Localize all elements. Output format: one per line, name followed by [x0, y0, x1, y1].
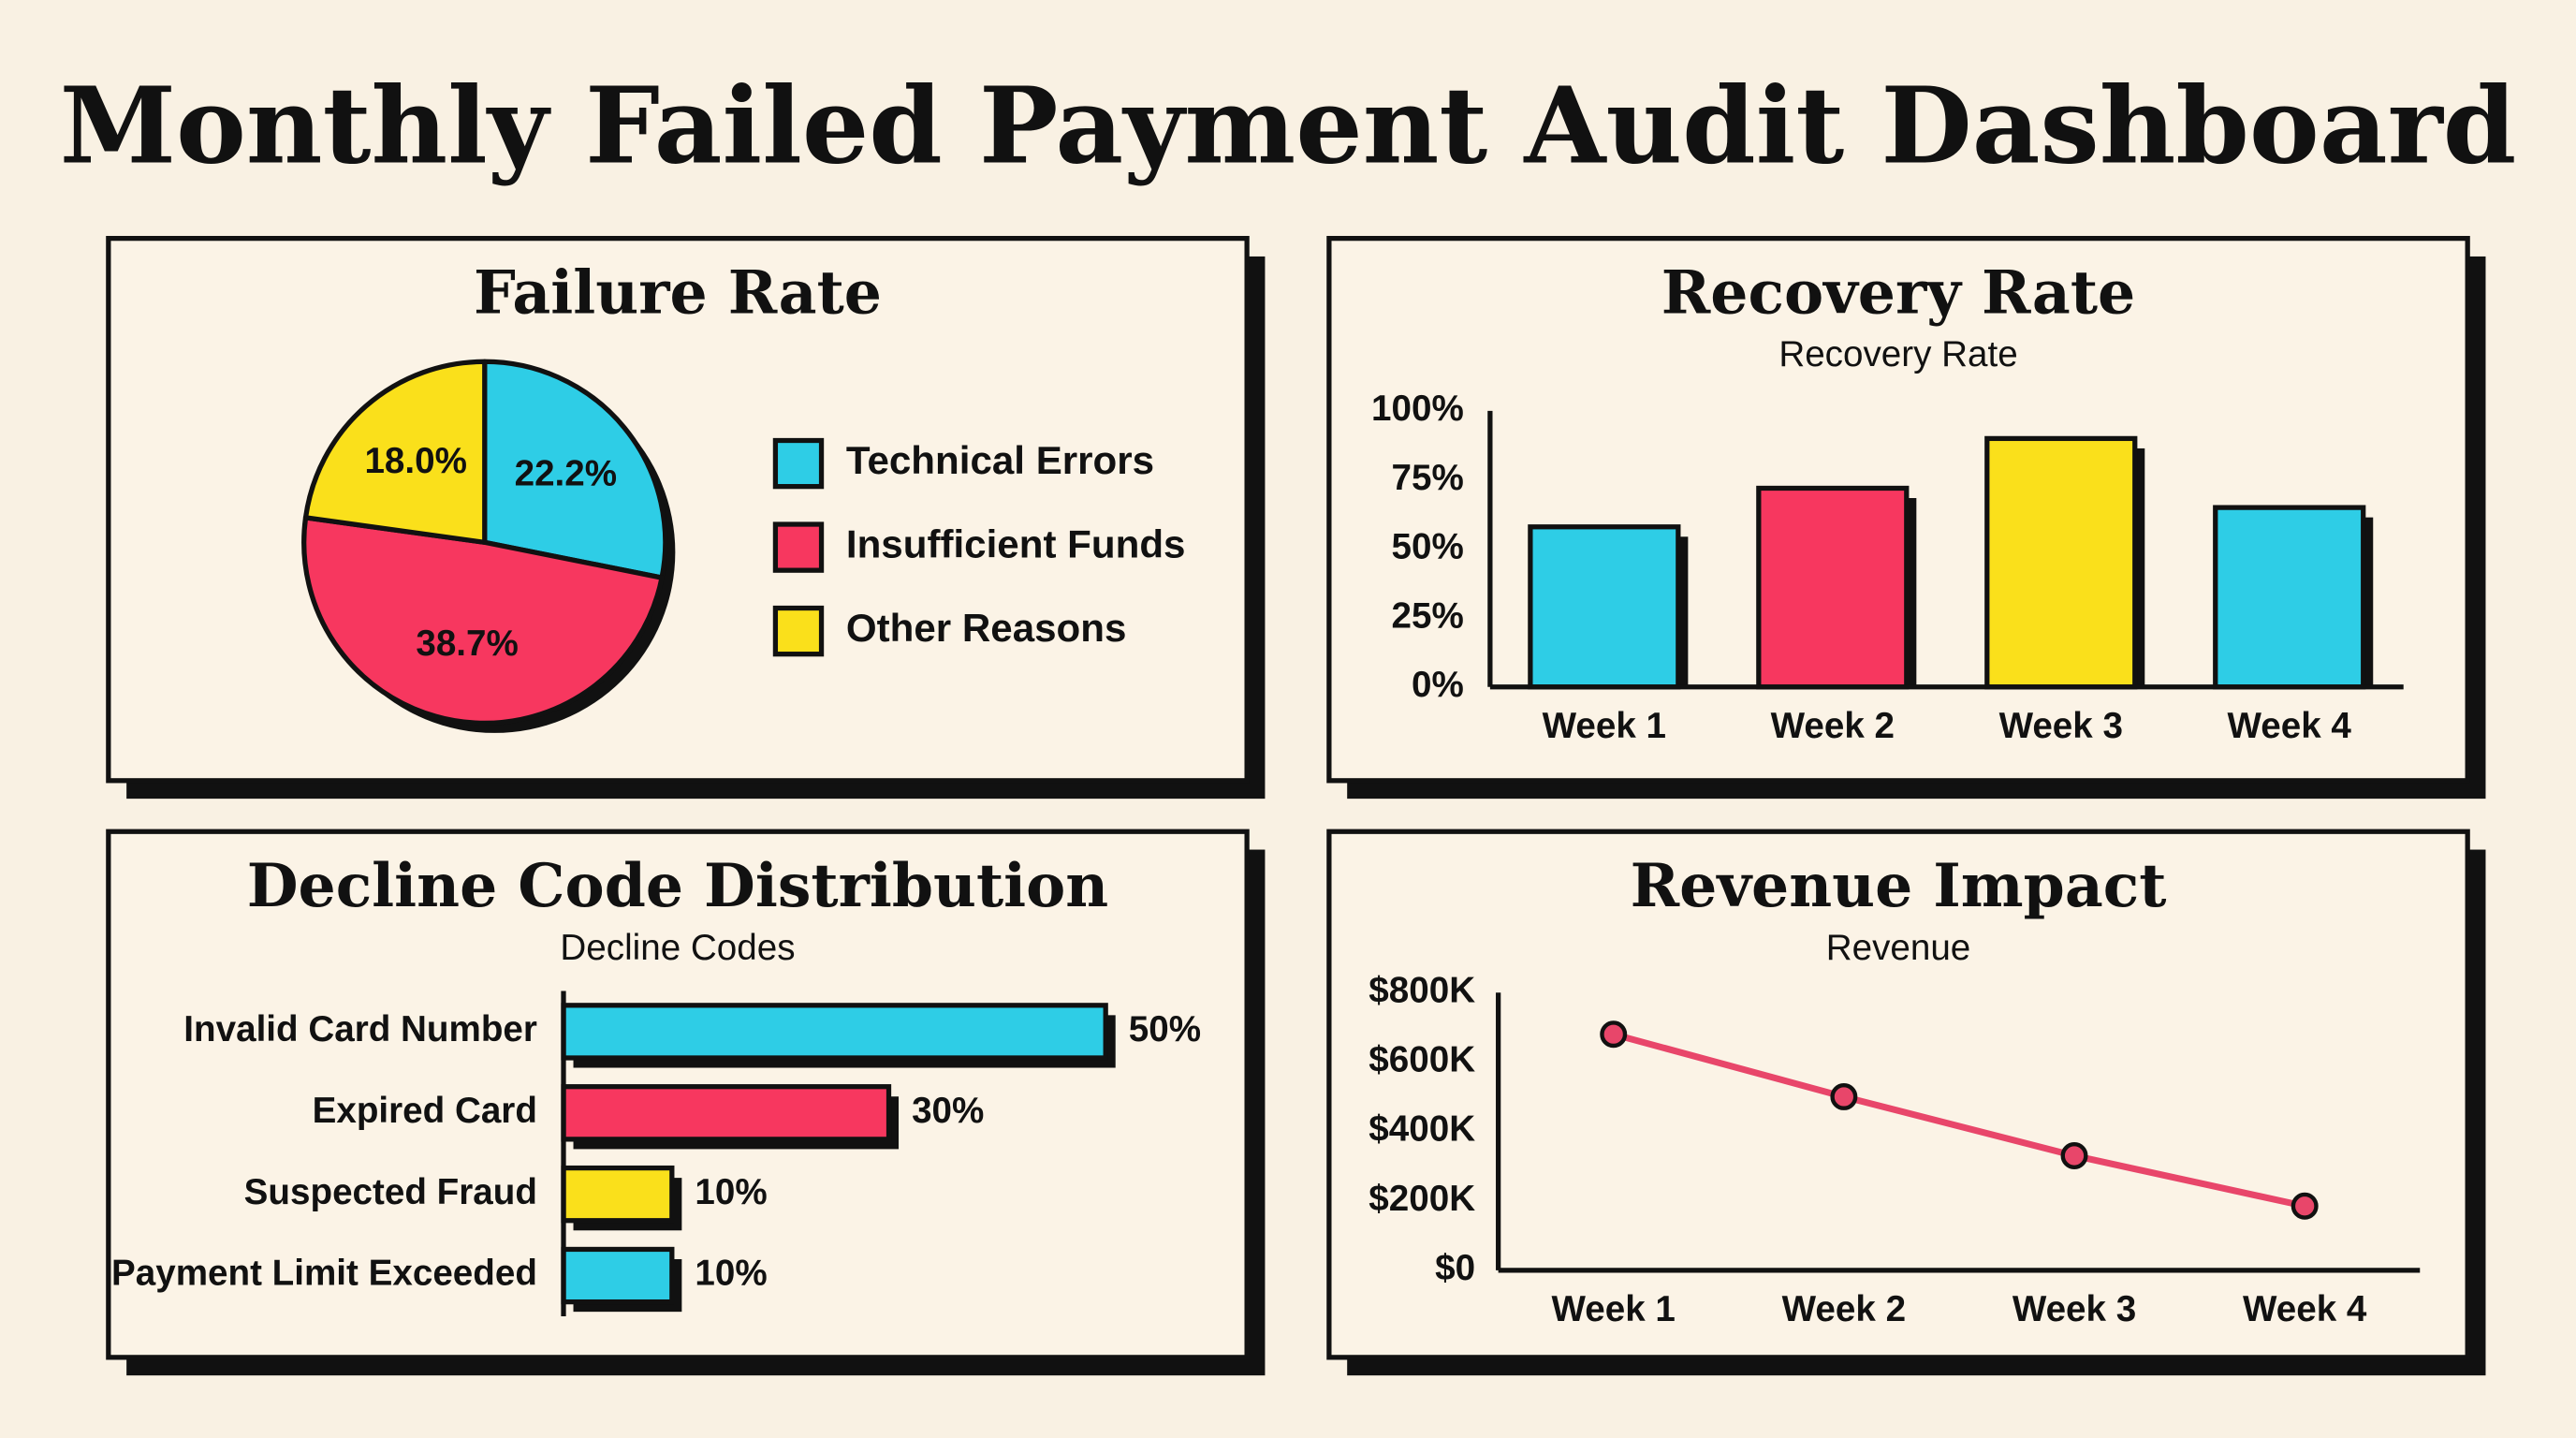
y-tick-label: $600K — [1368, 1040, 1475, 1080]
chart-subtitle: Revenue — [1826, 928, 1971, 968]
x-tick-label: Week 1 — [1543, 706, 1666, 746]
x-tick-label: Week 1 — [1552, 1289, 1676, 1329]
pie-slice — [482, 359, 668, 580]
slice-label: 22.2% — [515, 454, 617, 494]
slice-label: 38.7% — [416, 624, 518, 664]
value-label: 10% — [695, 1254, 767, 1294]
bar — [1528, 524, 1681, 690]
line — [1612, 1031, 2305, 1210]
y-tick-label: $0 — [1435, 1248, 1475, 1288]
bar — [2213, 505, 2366, 690]
chart-subtitle: Decline Codes — [560, 928, 795, 968]
legend-label: Technical Errors — [846, 438, 1154, 482]
slice-label: 18.0% — [364, 441, 466, 481]
bar — [1756, 485, 1910, 690]
chart-title: Revenue Impact — [1631, 851, 2167, 920]
pie-slice — [301, 515, 665, 726]
bar — [561, 1084, 892, 1142]
y-tick-label: 100% — [1371, 389, 1464, 429]
chart-title: Decline Code Distribution — [247, 851, 1108, 920]
x-tick-label: Week 4 — [2228, 706, 2352, 746]
y-tick-label: 50% — [1392, 527, 1464, 567]
point — [2291, 1192, 2319, 1220]
x-tick-label: Week 3 — [2012, 1289, 2136, 1329]
bar — [561, 1246, 675, 1305]
x-tick-label: Week 4 — [2243, 1289, 2367, 1329]
legend-swatch — [772, 521, 825, 573]
panel — [106, 235, 1250, 784]
y-tick-label: 0% — [1412, 665, 1464, 705]
point — [2060, 1142, 2088, 1169]
x-tick-label: Week 3 — [1999, 706, 2123, 746]
page-title: Monthly Failed Payment Audit Dashboard — [60, 65, 2517, 187]
value-label: 30% — [912, 1091, 984, 1131]
y-tick-label: $800K — [1368, 970, 1475, 1010]
y-tick-label: 25% — [1392, 595, 1464, 636]
value-label: 10% — [695, 1172, 767, 1212]
y-tick-label: $200K — [1368, 1179, 1475, 1219]
value-label: 50% — [1129, 1009, 1201, 1049]
legend-label: Other Reasons — [846, 606, 1127, 650]
chart-title: Failure Rate — [474, 257, 882, 327]
category-label: Expired Card — [313, 1091, 537, 1131]
category-label: Payment Limit Exceeded — [111, 1254, 537, 1294]
chart-subtitle: Recovery Rate — [1778, 334, 2017, 374]
bar — [561, 1165, 675, 1224]
x-tick-label: Week 2 — [1782, 1289, 1906, 1329]
bar — [1984, 435, 2138, 690]
category-label: Suspected Fraud — [244, 1172, 537, 1212]
point — [1830, 1082, 1858, 1110]
pie-slice — [302, 359, 488, 545]
legend-swatch — [772, 437, 825, 490]
point — [1600, 1020, 1628, 1049]
chart-title: Recovery Rate — [1661, 257, 2135, 327]
y-tick-label: 75% — [1392, 458, 1464, 498]
x-tick-label: Week 2 — [1771, 706, 1895, 746]
category-label: Invalid Card Number — [183, 1009, 537, 1049]
y-tick-label: $400K — [1368, 1109, 1475, 1150]
legend-swatch — [772, 605, 825, 657]
bar — [561, 1003, 1108, 1061]
legend-label: Insufficient Funds — [846, 522, 1186, 566]
